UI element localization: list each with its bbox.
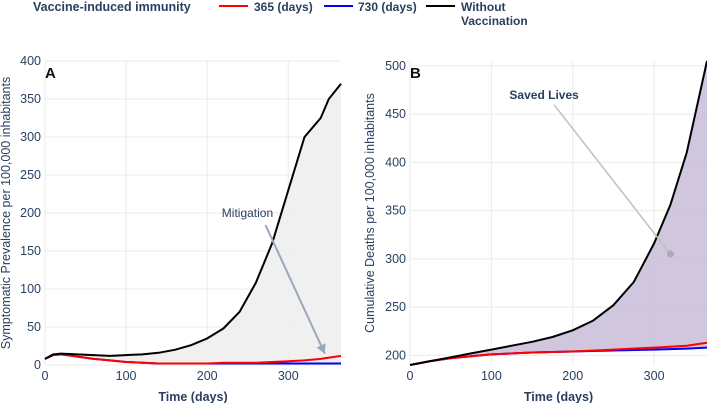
legend-label-without-line2: Vaccination	[461, 14, 528, 28]
x-tick-label: 0	[42, 369, 49, 383]
annotation-dot	[666, 250, 674, 258]
annotation-arrow	[264, 224, 326, 355]
x-tick-label: 100	[481, 369, 502, 383]
panel-label: B	[410, 65, 421, 82]
y-axis-title: Cumulative Deaths per 100,000 inhabitant…	[363, 93, 377, 333]
x-tick-label: 200	[562, 369, 583, 383]
y-tick-label: 150	[20, 244, 41, 258]
y-tick-label: 50	[27, 320, 41, 334]
x-tick-label: 200	[197, 369, 218, 383]
y-axis-title: Symptomatic Prevalence per 100,000 inhab…	[0, 77, 13, 349]
panel-b: 0 100 200 300 200 250 300 350 400 450 500 Time (day…	[363, 59, 707, 403]
series-line-without-vaccination	[44, 83, 342, 360]
series-line-without-vaccination	[409, 60, 707, 366]
x-tick-label: 300	[644, 369, 665, 383]
annotation-arrowhead	[316, 343, 326, 354]
x-tick-label: 0	[407, 369, 414, 383]
annotation-arrow	[553, 104, 671, 255]
annotation-text: Saved Lives	[509, 88, 579, 102]
y-tick-label: 250	[385, 300, 406, 314]
y-tick-label: 400	[20, 54, 41, 68]
panel-label: A	[45, 65, 56, 82]
legend-item-730[interactable]: 730 (days)	[324, 0, 417, 14]
grid	[44, 60, 341, 366]
y-tick-label: 400	[385, 155, 406, 169]
y-tick-label: 300	[20, 130, 41, 144]
panel-a: 0 100 200 300 0 50 100 150 200 250 300 350 400 Time (…	[0, 54, 342, 403]
legend-label-730: 730 (days)	[358, 0, 417, 14]
legend-label-365: 365 (days)	[254, 0, 313, 14]
grid	[409, 61, 707, 365]
shaded-region	[410, 61, 707, 365]
x-axis-title: Time (days)	[158, 390, 227, 403]
y-tick-label: 450	[385, 107, 406, 121]
x-tick-label: 100	[116, 369, 137, 383]
y-tick-label: 350	[385, 204, 406, 218]
y-tick-label: 300	[385, 252, 406, 266]
legend-label-without-line1: Without	[461, 0, 506, 14]
legend-item-365[interactable]: 365 (days)	[219, 0, 313, 14]
annotation-text: Mitigation	[222, 206, 273, 220]
legend-title: Vaccine-induced immunity	[33, 0, 191, 14]
y-tick-label: 100	[20, 282, 41, 296]
x-tick-label: 300	[278, 369, 299, 383]
shaded-region	[45, 83, 341, 364]
y-tick-label: 350	[20, 92, 41, 106]
series-line-365-days	[44, 353, 342, 365]
legend: Vaccine-induced immunity 365 (days) 730 …	[33, 0, 528, 28]
y-tick-label: 0	[34, 358, 41, 372]
y-tick-label: 500	[385, 59, 406, 73]
x-axis-title: Time (days)	[524, 390, 593, 403]
y-tick-label: 250	[20, 168, 41, 182]
legend-item-without-vaccination[interactable]: Without Vaccination	[426, 0, 528, 28]
y-tick-label: 200	[385, 348, 406, 362]
y-tick-label: 200	[20, 206, 41, 220]
